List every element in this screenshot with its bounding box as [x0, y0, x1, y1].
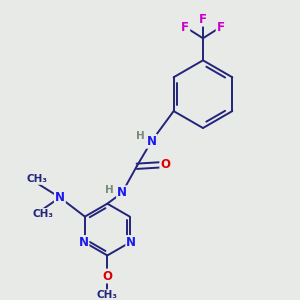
Text: N: N — [117, 186, 127, 199]
Text: N: N — [146, 135, 157, 148]
Text: H: H — [105, 185, 114, 195]
Text: F: F — [199, 13, 207, 26]
Text: N: N — [126, 236, 136, 249]
Text: N: N — [55, 191, 65, 204]
Text: CH₃: CH₃ — [33, 209, 54, 219]
Text: F: F — [217, 21, 225, 34]
Text: H: H — [136, 131, 145, 141]
Text: O: O — [102, 270, 112, 283]
Text: N: N — [78, 236, 88, 249]
Text: O: O — [160, 158, 170, 171]
Text: F: F — [181, 21, 189, 34]
Text: CH₃: CH₃ — [97, 290, 118, 300]
Text: CH₃: CH₃ — [27, 174, 48, 184]
